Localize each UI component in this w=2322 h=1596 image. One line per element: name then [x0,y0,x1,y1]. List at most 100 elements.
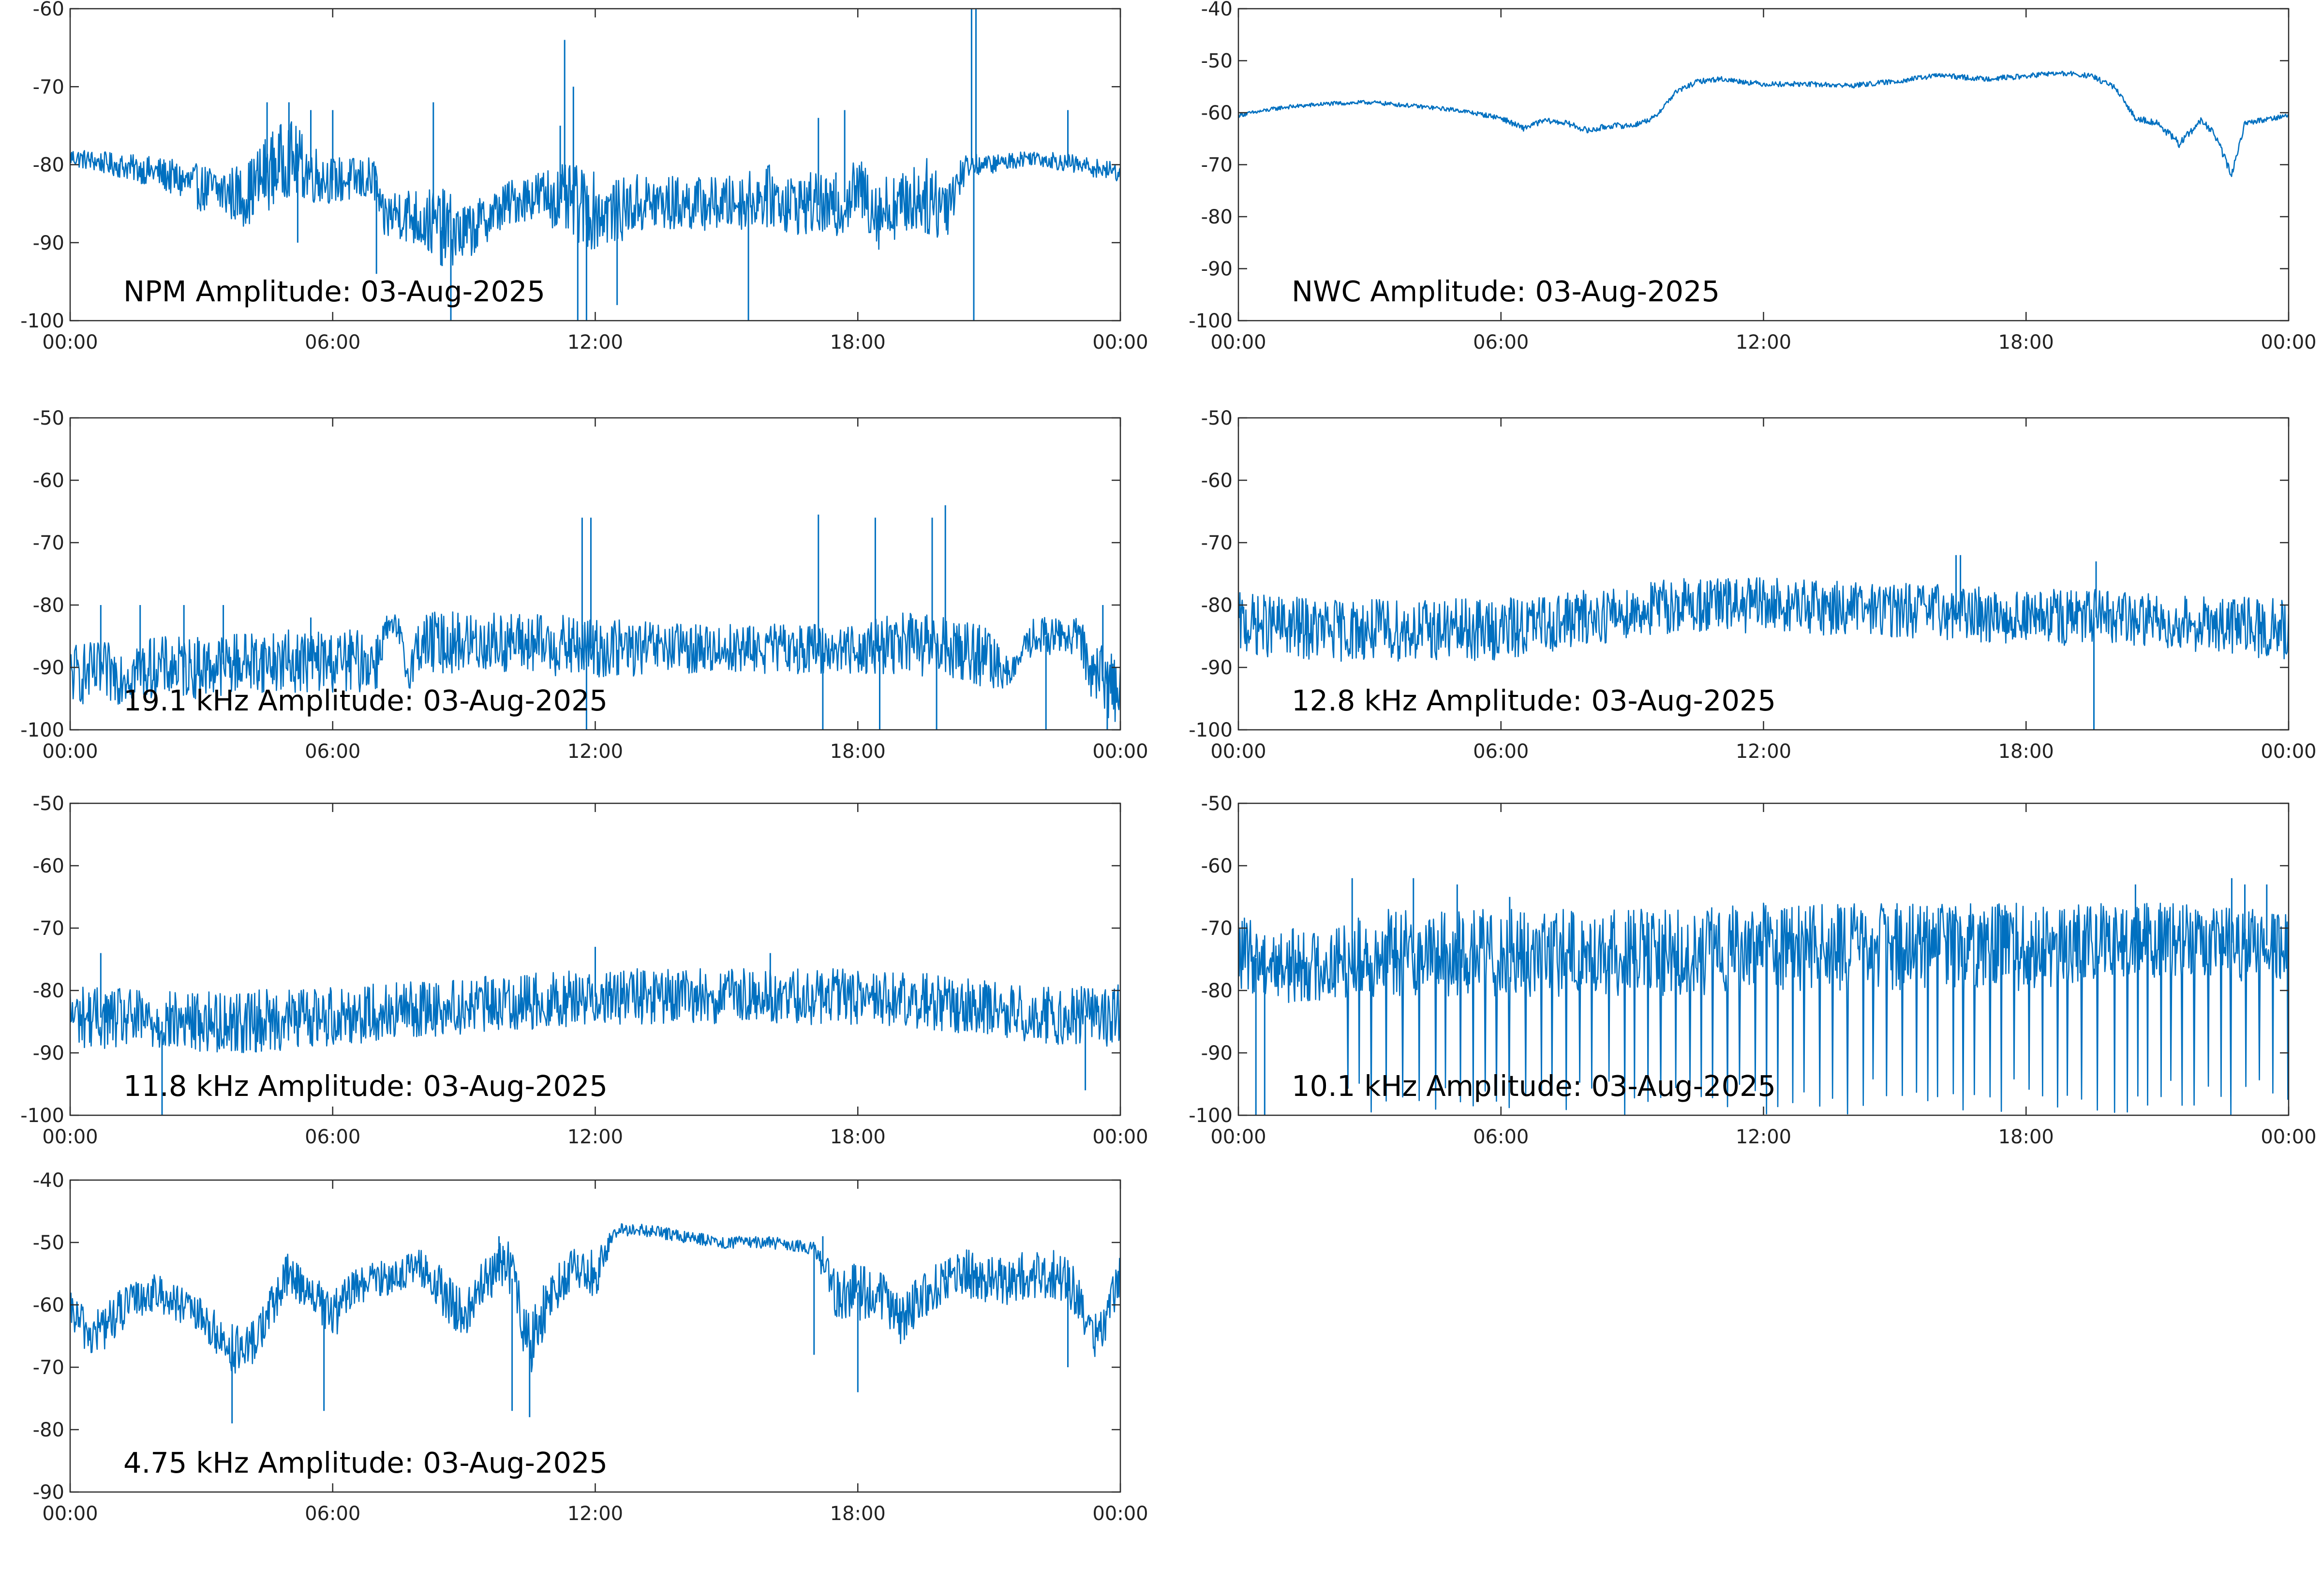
y-tick-label: -50 [33,1232,64,1254]
panel-title: 19.1 kHz Amplitude: 03-Aug-2025 [123,684,608,717]
axes-frame [69,417,1121,731]
y-tick-label: -80 [33,980,64,1002]
y-tick-label: -60 [33,1294,64,1316]
x-tick-label: 18:00 [1998,1126,2054,1148]
x-tick-label: 00:00 [1210,331,1266,354]
x-tick-label: 18:00 [830,740,886,763]
x-tick-label: 00:00 [1092,740,1148,763]
axes-frame [1237,417,2290,731]
y-tick-label: -40 [1201,0,1233,20]
npm-amplitude-panel: -100 -90 -80 -70 -60 00:00 06:00 12:00 18:00 00:0… [20,0,1148,354]
nwc-amplitude-panel: -100 -90 -80 -70 -60 -50 -40 00:00 06:00 12:00 18:… [1189,0,2316,354]
amplitude-trace [1238,577,2289,662]
y-tick-label: -70 [33,917,64,940]
x-tick-label: 00:00 [2261,1126,2316,1148]
x-tick-label: 18:00 [830,1503,886,1525]
y-tick-label: -100 [1189,719,1233,741]
x-tick-label: 18:00 [1998,331,2054,354]
y-tick-label: -80 [33,154,64,177]
y-tick-label: -70 [1201,154,1233,177]
panel-title: NPM Amplitude: 03-Aug-2025 [123,275,545,308]
y-tick-label: -60 [1201,470,1233,492]
y-tick-label: -60 [1201,102,1233,124]
4-75-khz-amplitude-panel: -90 -80 -70 -60 -50 -40 00:00 06:00 12:00 18:00 00… [33,1169,1148,1525]
y-tick-label: -90 [33,1042,64,1064]
x-tick-label: 06:00 [305,740,360,763]
x-tick-label: 06:00 [1473,331,1529,354]
x-tick-label: 06:00 [305,331,360,354]
y-tick-label: -90 [33,657,64,679]
y-tick-label: -80 [33,1419,64,1441]
y-tick-label: -80 [1201,594,1233,617]
y-tick-label: -100 [20,310,64,332]
y-tick-label: -40 [33,1169,64,1192]
x-tick-label: 00:00 [1210,1126,1266,1148]
x-tick-label: 12:00 [567,331,623,354]
axes-frame [1237,8,2290,322]
x-tick-label: 00:00 [42,740,98,763]
x-tick-label: 00:00 [1092,1503,1148,1525]
x-tick-label: 18:00 [830,1126,886,1148]
y-tick-label: -60 [33,0,64,20]
x-tick-label: 00:00 [42,331,98,354]
panel-title: NWC Amplitude: 03-Aug-2025 [1292,275,1720,308]
y-tick-label: -70 [33,76,64,98]
y-tick-label: -80 [33,594,64,617]
panel-title: 11.8 kHz Amplitude: 03-Aug-2025 [123,1069,608,1103]
panel-title: 10.1 kHz Amplitude: 03-Aug-2025 [1292,1069,1776,1103]
y-tick-label: -60 [33,855,64,877]
y-tick-label: -50 [1201,50,1233,73]
11-8-khz-amplitude-panel: -100 -90 -80 -70 -60 -50 00:00 06:00 12:00 18:00 0… [20,793,1148,1148]
x-tick-label: 12:00 [1736,1126,1791,1148]
axes-frame [69,1179,1121,1493]
panel-title: 12.8 kHz Amplitude: 03-Aug-2025 [1292,684,1776,717]
x-tick-label: 12:00 [567,1503,623,1525]
y-tick-label: -90 [1201,657,1233,679]
y-tick-label: -50 [1201,793,1233,815]
y-tick-label: -50 [33,407,64,429]
x-tick-label: 12:00 [567,740,623,763]
y-tick-label: -100 [20,1105,64,1127]
amplitude-trace [1238,71,2289,177]
x-tick-label: 00:00 [42,1126,98,1148]
y-tick-label: -80 [1201,980,1233,1002]
y-tick-label: -90 [33,1481,64,1504]
x-tick-label: 00:00 [1210,740,1266,763]
x-tick-label: 00:00 [42,1503,98,1525]
amplitude-trace [70,968,1120,1053]
y-tick-label: -50 [1201,407,1233,429]
y-tick-label: -70 [1201,532,1233,554]
x-tick-label: 00:00 [1092,1126,1148,1148]
amplitude-trace [70,1223,1120,1374]
12-8-khz-amplitude-panel: -100 -90 -80 -70 -60 -50 00:00 06:00 12:00 18:00 0… [1189,407,2316,763]
10-1-khz-amplitude-panel: -100 -90 -80 -70 -60 -50 00:00 06:00 12:00 18:00 0… [1189,793,2316,1148]
y-tick-label: -60 [1201,855,1233,877]
amplitude-trace [1238,902,2289,1115]
x-tick-label: 12:00 [1736,331,1791,354]
19-1-khz-amplitude-panel: -100 -90 -80 -70 -60 -50 00:00 06:00 12:00 18:00 0… [20,407,1148,763]
y-tick-label: -70 [1201,917,1233,940]
amplitude-trace [70,121,1120,266]
x-tick-label: 06:00 [305,1503,360,1525]
amplitude-trace [70,611,1120,722]
x-tick-label: 00:00 [1092,331,1148,354]
panel-title: 4.75 kHz Amplitude: 03-Aug-2025 [123,1446,608,1479]
y-tick-label: -60 [33,470,64,492]
y-tick-label: -90 [33,232,64,254]
x-tick-label: 18:00 [830,331,886,354]
x-tick-label: 18:00 [1998,740,2054,763]
x-tick-label: 12:00 [567,1126,623,1148]
y-tick-label: -70 [33,532,64,554]
y-tick-label: -70 [33,1357,64,1379]
x-tick-label: 06:00 [1473,740,1529,763]
x-tick-label: 00:00 [2261,740,2316,763]
y-tick-label: -100 [1189,310,1233,332]
x-tick-label: 12:00 [1736,740,1791,763]
y-tick-label: -50 [33,793,64,815]
x-tick-label: 06:00 [305,1126,360,1148]
y-tick-label: -100 [20,719,64,741]
y-tick-label: -90 [1201,258,1233,281]
x-tick-label: 00:00 [2261,331,2316,354]
x-tick-label: 06:00 [1473,1126,1529,1148]
